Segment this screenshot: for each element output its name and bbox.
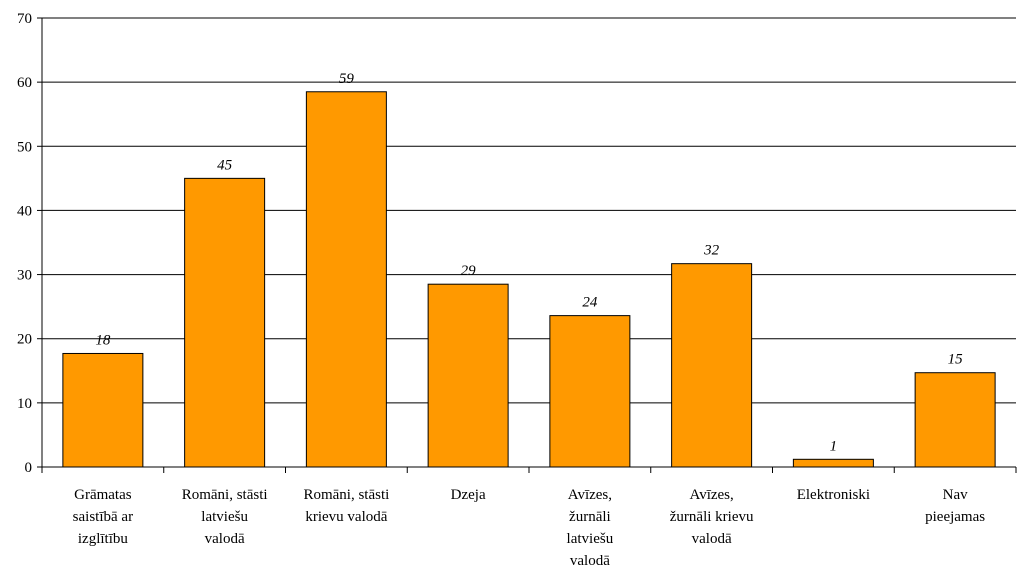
y-tick-label: 0 bbox=[25, 460, 33, 476]
x-tick-label: Avīzes, žurnāli krievu valodā bbox=[670, 487, 754, 547]
x-tick-label-line: Romāni, stāsti bbox=[303, 487, 389, 503]
bar bbox=[792, 458, 874, 468]
x-tick-label-line: izglītību bbox=[78, 531, 128, 547]
x-tick-label: Grāmatas saistībā ar izglītību bbox=[73, 487, 133, 547]
x-tick-label-line: Romāni, stāsti bbox=[182, 487, 268, 503]
x-tick-label: Romāni, stāsti krievu valodā bbox=[303, 487, 389, 525]
y-tick-label: 30 bbox=[17, 268, 32, 284]
bar bbox=[914, 372, 996, 468]
value-label: 45 bbox=[217, 157, 233, 173]
x-tick-label-line: Nav bbox=[943, 487, 968, 503]
y-tick-label: 40 bbox=[17, 203, 32, 219]
bar bbox=[184, 177, 266, 468]
x-tick-label-line: Elektroniski bbox=[797, 487, 870, 503]
y-tick-label: 70 bbox=[17, 11, 32, 27]
value-label: 15 bbox=[948, 352, 964, 368]
x-tick-label-line: Avīzes, bbox=[568, 487, 612, 503]
bar bbox=[671, 263, 753, 468]
bar bbox=[549, 315, 631, 468]
value-label: 18 bbox=[95, 332, 111, 348]
bar bbox=[427, 283, 509, 468]
x-tick-label: Romāni, stāsti latviešu valodā bbox=[182, 487, 268, 547]
x-tick-label: Nav pieejamas bbox=[925, 487, 985, 525]
x-tick-label-line: Dzeja bbox=[451, 487, 486, 503]
x-tick-label-line: valodā bbox=[692, 531, 732, 547]
x-tick-label: Avīzes, žurnāli latviešu valodā bbox=[567, 487, 614, 569]
x-tick-label: Dzeja bbox=[451, 487, 486, 503]
x-tick-label-line: saistībā ar bbox=[73, 509, 133, 525]
x-tick-label-line: žurnāli krievu bbox=[670, 509, 754, 525]
value-label: 24 bbox=[582, 295, 598, 311]
x-tick-label-line: valodā bbox=[570, 553, 610, 569]
x-tick-label-line: valodā bbox=[205, 531, 245, 547]
y-tick-label: 10 bbox=[17, 396, 32, 412]
x-tick-label: Elektroniski bbox=[797, 487, 870, 503]
y-tick-label: 60 bbox=[17, 75, 32, 91]
y-tick-label: 50 bbox=[17, 139, 32, 155]
x-tick-label-line: Avīzes, bbox=[689, 487, 733, 503]
x-tick-label-line: žurnāli bbox=[569, 509, 611, 525]
bar bbox=[305, 91, 387, 468]
value-label: 32 bbox=[703, 243, 720, 259]
value-label: 59 bbox=[339, 71, 355, 87]
y-tick-label: 20 bbox=[17, 332, 32, 348]
x-tick-label-line: Grāmatas bbox=[74, 487, 132, 503]
x-tick-label-line: krievu valodā bbox=[305, 509, 387, 525]
x-tick-label-line: latviešu bbox=[201, 509, 248, 525]
x-tick-label-line: latviešu bbox=[567, 531, 614, 547]
bar bbox=[62, 352, 144, 468]
x-tick-label-line: pieejamas bbox=[925, 509, 985, 525]
value-label: 1 bbox=[830, 438, 838, 454]
value-label: 29 bbox=[461, 263, 477, 279]
